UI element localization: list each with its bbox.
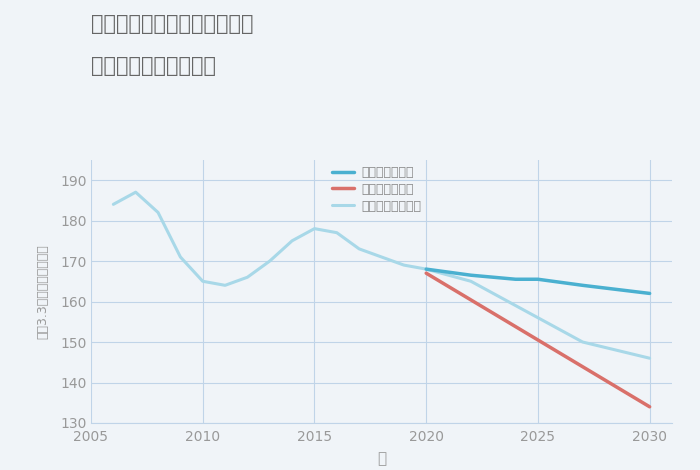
バッドシナリオ: [422, 270, 430, 276]
ノーマルシナリオ: [199, 278, 207, 284]
グッドシナリオ: [422, 266, 430, 272]
Y-axis label: 坪（3.3㎡）単価（万円）: 坪（3.3㎡）単価（万円）: [36, 244, 49, 339]
グッドシナリオ: [533, 276, 542, 282]
ノーマルシナリオ: [533, 315, 542, 321]
グッドシナリオ: [645, 290, 654, 296]
ノーマルシナリオ: [400, 262, 408, 268]
バッドシナリオ: [645, 404, 654, 410]
グッドシナリオ: [578, 282, 587, 288]
ノーマルシナリオ: [467, 278, 475, 284]
ノーマルシナリオ: [109, 202, 118, 207]
ノーマルシナリオ: [332, 230, 341, 235]
ノーマルシナリオ: [377, 254, 386, 260]
Legend: グッドシナリオ, バッドシナリオ, ノーマルシナリオ: グッドシナリオ, バッドシナリオ, ノーマルシナリオ: [332, 166, 421, 212]
ノーマルシナリオ: [243, 274, 251, 280]
X-axis label: 年: 年: [377, 451, 386, 466]
ノーマルシナリオ: [132, 189, 140, 195]
Text: 中古戸建ての価格推移: 中古戸建ての価格推移: [91, 56, 216, 77]
ノーマルシナリオ: [221, 282, 230, 288]
ノーマルシナリオ: [176, 254, 185, 260]
ノーマルシナリオ: [422, 266, 430, 272]
Line: ノーマルシナリオ: ノーマルシナリオ: [113, 192, 650, 358]
Line: グッドシナリオ: グッドシナリオ: [426, 269, 650, 293]
Text: 千葉県千葉市稲毛区千草台の: 千葉県千葉市稲毛区千草台の: [91, 14, 253, 34]
Line: バッドシナリオ: バッドシナリオ: [426, 273, 650, 407]
グッドシナリオ: [512, 276, 520, 282]
ノーマルシナリオ: [265, 258, 274, 264]
ノーマルシナリオ: [645, 355, 654, 361]
ノーマルシナリオ: [310, 226, 319, 231]
ノーマルシナリオ: [578, 339, 587, 345]
ノーマルシナリオ: [355, 246, 363, 252]
ノーマルシナリオ: [154, 210, 162, 215]
ノーマルシナリオ: [288, 238, 296, 243]
グッドシナリオ: [467, 273, 475, 278]
